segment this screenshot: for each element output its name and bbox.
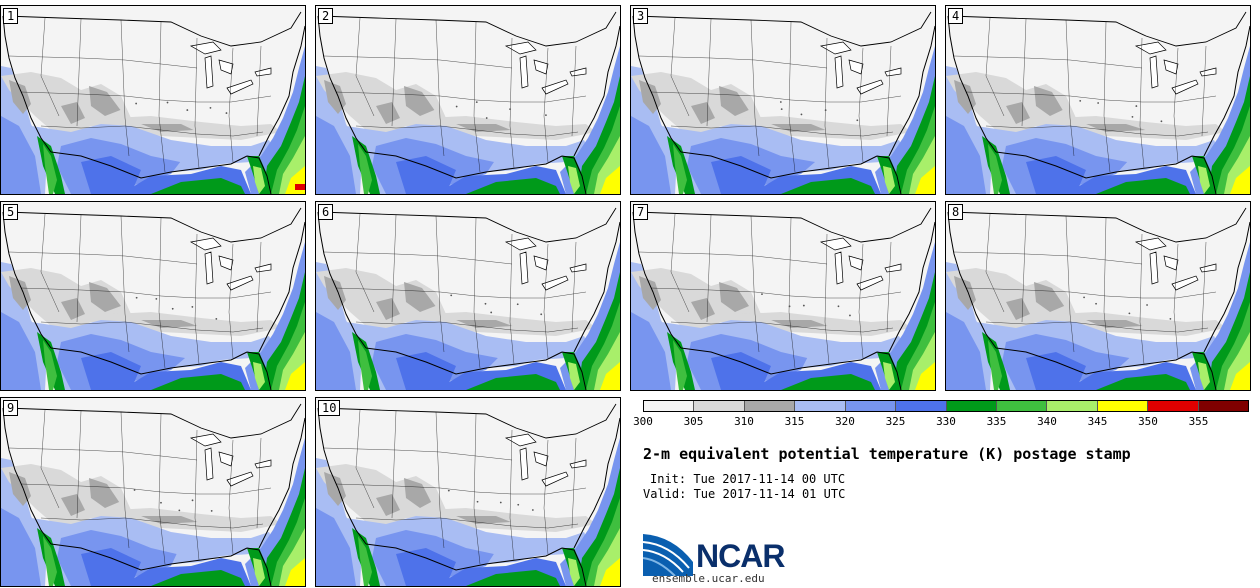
conus-map: [316, 398, 620, 586]
stamp-panel-1: 1: [0, 5, 306, 195]
panel-label: 2: [318, 8, 334, 24]
colorbar-segment: [644, 401, 695, 411]
panel-label: 6: [318, 204, 334, 220]
colorbar-tick-label: 335: [986, 415, 1007, 428]
colorbar-segment: [744, 401, 796, 411]
stamp-panel-8: 8: [945, 201, 1251, 391]
colorbar-tick-label: 350: [1138, 415, 1158, 428]
panel-label: 7: [633, 204, 649, 220]
colorbar-segment: [996, 401, 1048, 411]
conus-map: [1, 6, 305, 194]
stamp-panel-5: 5: [0, 201, 306, 391]
figure-title: 2-m equivalent potential temperature (K)…: [643, 445, 1131, 463]
colorbar: [643, 400, 1249, 412]
colorbar-tick-label: 315: [784, 415, 805, 428]
conus-map: [631, 202, 935, 390]
panel-label: 4: [948, 8, 964, 24]
conus-map: [631, 6, 935, 194]
stamp-panel-6: 6: [315, 201, 621, 391]
stamp-panel-4: 4: [945, 5, 1251, 195]
conus-map: [316, 202, 620, 390]
colorbar-segment: [946, 401, 997, 411]
stamp-panel-3: 3: [630, 5, 936, 195]
colorbar-segment: [795, 401, 846, 411]
conus-map: [1, 202, 305, 390]
panel-label: 3: [633, 8, 649, 24]
colorbar-tick-label: 305: [683, 415, 704, 428]
colorbar-segment: [1198, 401, 1249, 411]
stamp-panel-9: 9: [0, 397, 306, 587]
colorbar-ticks: 300 305 310 315 320 325 330 335 340 345 350 355: [633, 415, 1259, 429]
panel-label: 10: [318, 400, 341, 416]
colorbar-tick-label: 320: [835, 415, 855, 428]
colorbar-tick-label: 310: [734, 415, 754, 428]
colorbar-tick-label: 330: [936, 415, 956, 428]
stamp-panel-7: 7: [630, 201, 936, 391]
conus-map: [316, 6, 620, 194]
init-time: Init: Tue 2017-11-14 00 UTC: [650, 472, 846, 486]
colorbar-tick-label: 325: [885, 415, 906, 428]
stamp-panel-10: 10: [315, 397, 621, 587]
panel-label: 1: [3, 8, 19, 24]
stamp-panel-2: 2: [315, 5, 621, 195]
panel-label: 5: [3, 204, 19, 220]
conus-map: [1, 398, 305, 586]
colorbar-segment: [694, 401, 745, 411]
colorbar-segment: [1047, 401, 1098, 411]
panel-label: 8: [948, 204, 964, 220]
ncar-logo-icon: [643, 534, 693, 576]
conus-map: [946, 202, 1250, 390]
colorbar-segment: [896, 401, 947, 411]
colorbar-tick-label: 355: [1188, 415, 1209, 428]
colorbar-tick-label: 345: [1087, 415, 1108, 428]
panel-label: 9: [3, 400, 19, 416]
conus-map: [946, 6, 1250, 194]
logo-url: ensemble.ucar.edu: [652, 572, 765, 585]
colorbar-segment: [1148, 401, 1199, 411]
valid-time: Valid: Tue 2017-11-14 01 UTC: [643, 487, 846, 501]
colorbar-tick-label: 340: [1037, 415, 1057, 428]
colorbar-segment: [1097, 401, 1149, 411]
colorbar-segment: [845, 401, 897, 411]
colorbar-tick-label: 300: [633, 415, 653, 428]
ncar-logo-text: NCAR: [696, 538, 785, 574]
